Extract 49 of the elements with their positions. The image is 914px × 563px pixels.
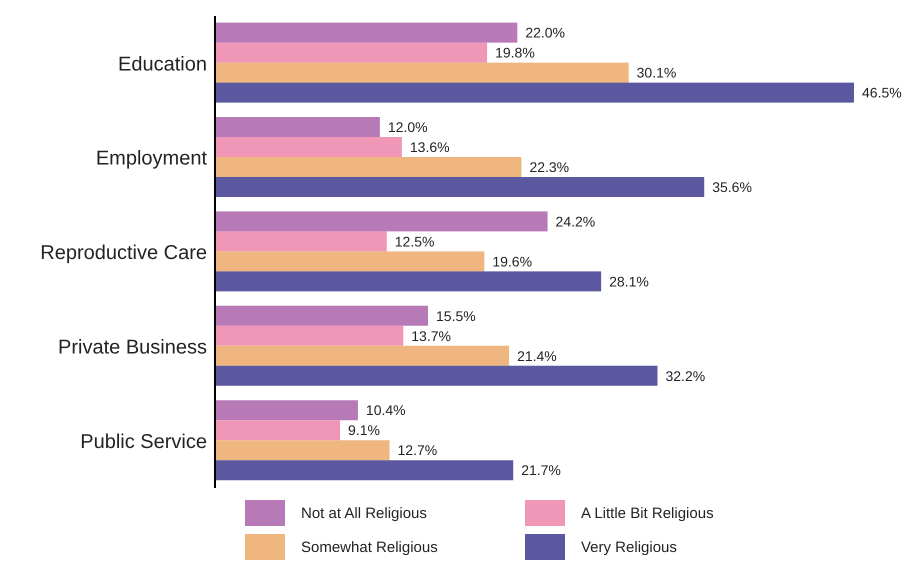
data-label: 12.5% (394, 233, 434, 250)
data-label: 10.4% (366, 402, 406, 418)
y-tick-label: Reproductive Care (40, 242, 207, 264)
legend-label: Somewhat Religious (301, 538, 438, 556)
legend-label: A Little Bit Religious (581, 504, 714, 522)
data-label: 19.8% (495, 44, 535, 61)
data-label: 24.2% (556, 213, 596, 230)
bar (215, 117, 380, 138)
data-label: 28.1% (609, 273, 649, 290)
bar (215, 400, 358, 420)
data-label: 9.1% (348, 422, 380, 438)
bar (215, 82, 854, 103)
data-label: 22.3% (529, 159, 570, 176)
bar (215, 366, 658, 386)
data-label: 15.5% (436, 308, 476, 324)
y-tick-label: Education (118, 53, 207, 76)
data-label: 12.7% (398, 442, 438, 458)
bar (215, 346, 510, 366)
bar (215, 440, 390, 460)
bar (215, 177, 704, 198)
bar (215, 42, 488, 63)
data-label: 13.6% (410, 139, 450, 156)
data-label: 19.6% (492, 253, 532, 270)
bar (215, 137, 402, 158)
data-label: 46.5% (862, 84, 902, 101)
data-label: 22.0% (525, 24, 566, 41)
bar (215, 271, 602, 292)
bar (215, 251, 484, 272)
legend-label: Very Religious (581, 538, 677, 556)
bar (215, 326, 404, 346)
bar (215, 22, 518, 43)
bar (215, 211, 548, 232)
y-tick-label: Employment (96, 148, 208, 170)
data-label: 13.7% (411, 328, 451, 344)
data-label: 32.2% (665, 368, 706, 384)
bar (215, 231, 387, 252)
data-label: 12.0% (388, 119, 428, 136)
bar (215, 460, 514, 480)
y-tick-label: Public Service (80, 430, 207, 453)
bar (215, 420, 340, 440)
data-label: 35.6% (712, 179, 752, 196)
legend-label: Not at All Religious (301, 504, 427, 522)
bar (215, 62, 629, 83)
bar (215, 306, 428, 326)
data-label: 21.4% (517, 348, 557, 364)
data-label: 21.7% (521, 462, 561, 478)
bar (215, 157, 522, 178)
data-label: 30.1% (636, 64, 676, 81)
y-tick-label: Private Business (58, 336, 207, 358)
